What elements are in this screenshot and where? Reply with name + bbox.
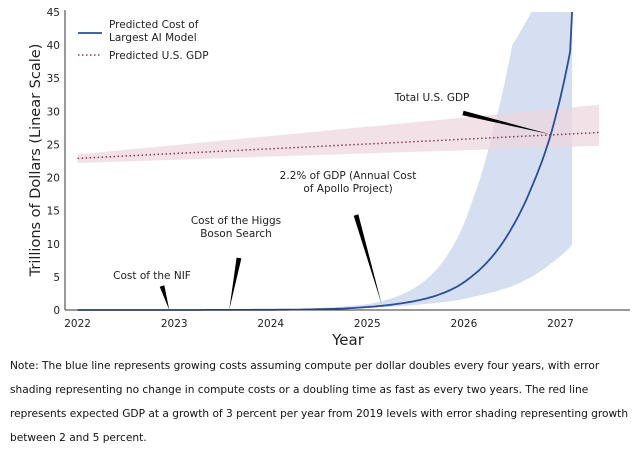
error-band-0 <box>77 12 573 310</box>
annotation-label-line: of Apollo Project) <box>303 183 392 195</box>
y-tick-label: 20 <box>47 173 60 185</box>
legend: Predicted Cost of Largest AI Model Predi… <box>78 19 209 62</box>
y-tick-label: 45 <box>47 7 60 19</box>
chart: Trillions of Dollars (Linear Scale) Year… <box>28 7 630 349</box>
y-tick-label: 40 <box>47 40 60 52</box>
gdp-line <box>77 131 600 160</box>
x-tick-label: 2025 <box>354 318 381 330</box>
x-tick-label: 2027 <box>547 318 574 330</box>
x-tick-label: 2024 <box>257 318 284 330</box>
error-bands <box>77 12 600 310</box>
error-band-1 <box>77 104 600 163</box>
y-axis-label: Trillions of Dollars (Linear Scale) <box>28 44 44 278</box>
annotation-arrow <box>462 110 551 135</box>
x-tick-label: 2023 <box>161 318 188 330</box>
legend-label-gdp: Predicted U.S. GDP <box>109 50 209 62</box>
y-tick-label: 5 <box>53 272 60 284</box>
annotation-label: Total U.S. GDP <box>394 92 470 104</box>
chart-note: Note: The blue line represents growing c… <box>10 360 629 444</box>
legend-label-ai-cost-line2: Largest AI Model <box>109 32 197 44</box>
x-axis-label: Year <box>331 331 365 349</box>
annotation-arrow <box>229 257 242 310</box>
annotations: Total U.S. GDP 2.2% of GDP (Annual Cost of… <box>113 92 551 310</box>
annotation-arrow <box>353 214 382 305</box>
annotation-label-line: 2.2% of GDP (Annual Cost <box>280 170 417 182</box>
y-tick-label: 25 <box>47 139 60 151</box>
y-tick-label: 0 <box>53 305 60 317</box>
y-tick-label: 10 <box>47 239 60 251</box>
y-tick-label: 35 <box>47 73 60 85</box>
annotation-label-line: Boson Search <box>200 228 272 240</box>
annotation-label: Cost of the Higgs Boson Search <box>191 215 281 240</box>
y-tick-label: 15 <box>47 206 60 218</box>
axes <box>64 10 630 311</box>
legend-label-ai-cost-line1: Predicted Cost of <box>109 19 199 31</box>
annotation-label-line: Cost of the NIF <box>113 270 191 282</box>
x-tick-label: 2026 <box>451 318 478 330</box>
x-tick-label: 2022 <box>64 318 91 330</box>
y-tick-label: 30 <box>47 106 60 118</box>
annotation-arrow <box>159 285 170 310</box>
annotation-label-line: Cost of the Higgs <box>191 215 281 227</box>
annotation-label: 2.2% of GDP (Annual Cost of Apollo Projec… <box>280 170 417 195</box>
annotation-label-line: Total U.S. GDP <box>394 92 470 104</box>
annotation-label: Cost of the NIF <box>113 270 191 282</box>
legend-label-ai-cost: Predicted Cost of Largest AI Model <box>109 19 202 44</box>
